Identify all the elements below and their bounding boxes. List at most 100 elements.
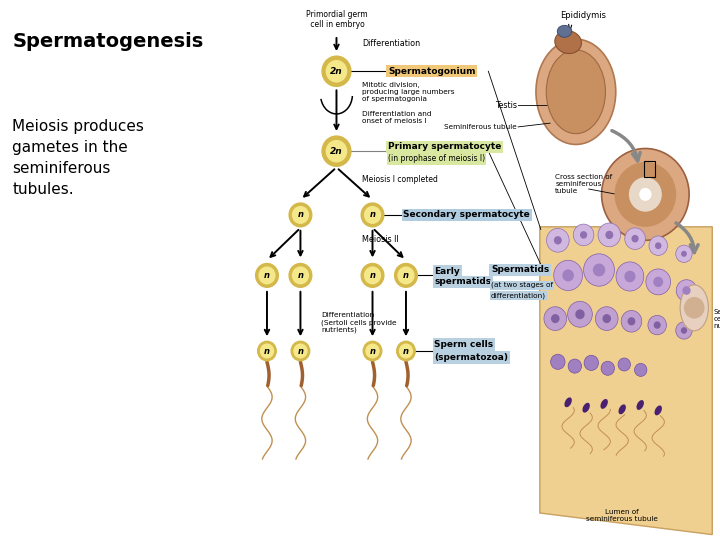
Circle shape <box>676 245 692 262</box>
Circle shape <box>631 235 639 242</box>
Text: n: n <box>403 271 409 280</box>
Text: (spermatozoa): (spermatozoa) <box>434 353 508 362</box>
Ellipse shape <box>546 50 606 134</box>
Circle shape <box>681 251 687 257</box>
Ellipse shape <box>536 39 616 144</box>
Circle shape <box>634 363 647 376</box>
Circle shape <box>546 228 570 252</box>
Circle shape <box>621 310 642 332</box>
Circle shape <box>259 267 275 284</box>
Circle shape <box>397 341 415 361</box>
Text: Sperm cells: Sperm cells <box>434 340 493 349</box>
Ellipse shape <box>557 25 572 37</box>
Ellipse shape <box>636 400 644 410</box>
Circle shape <box>256 264 279 287</box>
Text: Differentiation and
onset of meiosis I: Differentiation and onset of meiosis I <box>362 111 432 124</box>
Circle shape <box>364 267 380 284</box>
Circle shape <box>584 254 614 286</box>
Text: Meiosis I completed: Meiosis I completed <box>362 175 438 184</box>
Text: Spermatogenesis: Spermatogenesis <box>12 32 204 51</box>
Circle shape <box>395 264 418 287</box>
Circle shape <box>294 344 307 358</box>
Text: n: n <box>369 347 376 355</box>
Circle shape <box>593 264 606 276</box>
Circle shape <box>551 314 559 323</box>
Circle shape <box>292 267 308 284</box>
Circle shape <box>629 177 662 212</box>
Circle shape <box>364 207 380 223</box>
Circle shape <box>639 188 652 201</box>
Text: Differentiation: Differentiation <box>362 39 420 48</box>
Circle shape <box>289 264 312 287</box>
Circle shape <box>614 162 676 227</box>
Circle shape <box>598 223 621 247</box>
Circle shape <box>554 260 582 291</box>
Text: Meiosis II: Meiosis II <box>362 235 399 244</box>
Text: Primary spermatocyte: Primary spermatocyte <box>388 143 501 151</box>
Text: n: n <box>264 271 270 280</box>
Circle shape <box>366 344 379 358</box>
Polygon shape <box>540 227 712 535</box>
Circle shape <box>562 269 574 281</box>
Circle shape <box>292 207 308 223</box>
Circle shape <box>595 307 618 330</box>
Circle shape <box>322 56 351 86</box>
Text: Differentiation
(Sertoli cells provide
nutrients): Differentiation (Sertoli cells provide n… <box>321 312 397 333</box>
Circle shape <box>681 327 687 334</box>
Circle shape <box>618 358 631 371</box>
Text: 2n: 2n <box>330 67 343 76</box>
Text: Seminiferous tubule: Seminiferous tubule <box>444 124 517 130</box>
Circle shape <box>653 276 663 287</box>
Ellipse shape <box>680 285 708 330</box>
Text: n: n <box>297 347 303 355</box>
Text: Cross section of
seminiferous
tubule: Cross section of seminiferous tubule <box>555 173 613 194</box>
Text: Testis: Testis <box>495 101 517 110</box>
Text: Primordial germ
 cell in embryo: Primordial germ cell in embryo <box>306 10 367 29</box>
Circle shape <box>568 359 582 373</box>
Ellipse shape <box>564 397 572 407</box>
Circle shape <box>625 228 645 249</box>
Ellipse shape <box>582 403 590 413</box>
Circle shape <box>684 297 705 319</box>
Circle shape <box>676 280 697 301</box>
Text: Mitotic division,
producing large numbers
of spermatogonia: Mitotic division, producing large number… <box>362 82 455 102</box>
Circle shape <box>616 262 644 291</box>
Circle shape <box>326 60 346 82</box>
Circle shape <box>606 231 613 239</box>
Text: n: n <box>264 347 270 355</box>
Text: Sertoli
cell
nucleus: Sertoli cell nucleus <box>714 308 720 329</box>
Text: Lumen of
seminiferous tubule: Lumen of seminiferous tubule <box>586 509 658 522</box>
Circle shape <box>289 203 312 227</box>
Circle shape <box>361 203 384 227</box>
Text: Spermatids: Spermatids <box>491 266 549 274</box>
Text: 2n: 2n <box>330 147 343 156</box>
Circle shape <box>322 136 351 166</box>
Text: n: n <box>297 211 303 219</box>
Text: n: n <box>297 271 303 280</box>
Circle shape <box>683 286 690 295</box>
Text: n: n <box>369 211 376 219</box>
Circle shape <box>567 301 593 327</box>
Text: n: n <box>369 271 376 280</box>
Circle shape <box>573 224 594 246</box>
Circle shape <box>551 354 565 369</box>
Circle shape <box>646 269 670 295</box>
Circle shape <box>624 271 636 282</box>
Ellipse shape <box>618 404 626 414</box>
Circle shape <box>258 341 276 361</box>
Circle shape <box>649 236 667 255</box>
Circle shape <box>580 231 588 239</box>
Circle shape <box>575 309 585 319</box>
Text: Meiosis produces
gametes in the
seminiferous
tubules.: Meiosis produces gametes in the seminife… <box>12 119 144 197</box>
Circle shape <box>261 344 274 358</box>
Circle shape <box>654 321 661 329</box>
Circle shape <box>291 341 310 361</box>
Ellipse shape <box>555 31 582 53</box>
Circle shape <box>400 344 413 358</box>
Text: Early: Early <box>434 267 460 275</box>
Circle shape <box>602 148 689 240</box>
Circle shape <box>544 307 567 330</box>
Text: differentiation): differentiation) <box>491 293 546 299</box>
Circle shape <box>648 315 667 335</box>
Text: n: n <box>403 347 409 355</box>
